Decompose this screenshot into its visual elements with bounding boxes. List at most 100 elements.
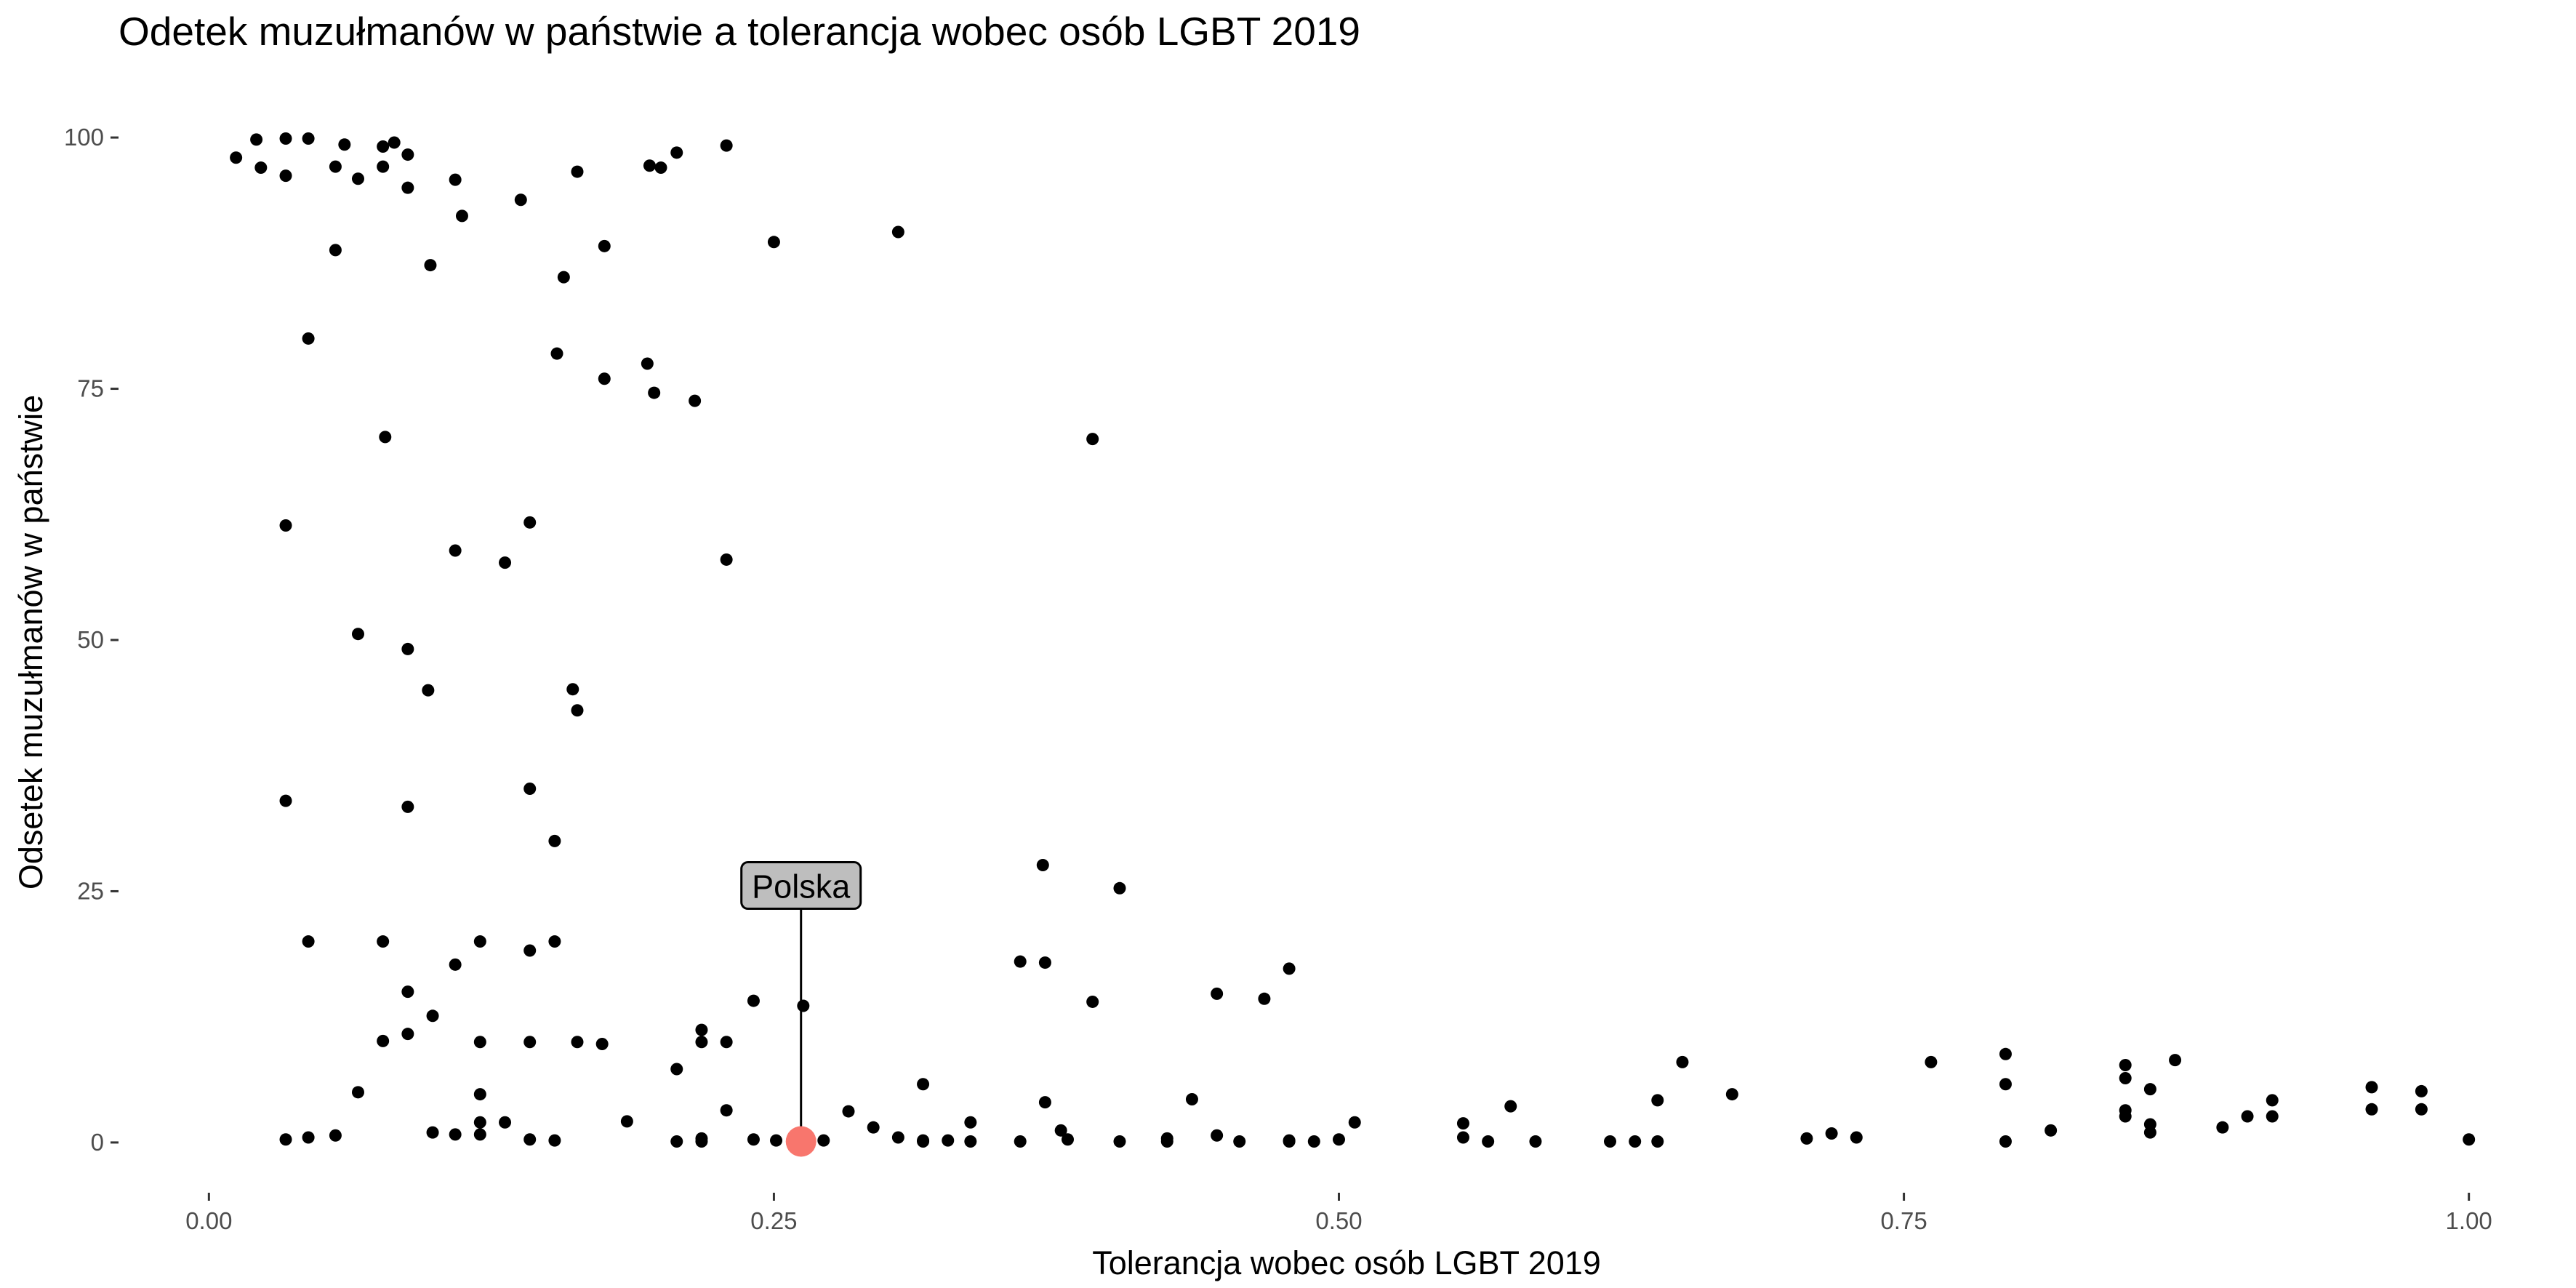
data-point (643, 159, 656, 172)
data-point (571, 704, 584, 717)
data-point (1233, 1135, 1246, 1148)
data-point (351, 628, 364, 641)
data-point (1651, 1135, 1664, 1148)
data-point (720, 139, 733, 152)
data-point (401, 148, 414, 161)
x-tick-label: 0.75 (1880, 1207, 1927, 1234)
data-point (1651, 1094, 1664, 1107)
data-point (548, 935, 561, 948)
data-point (1014, 955, 1027, 968)
data-point (1283, 1134, 1296, 1147)
highlight-point (785, 1126, 816, 1157)
data-point (1258, 992, 1271, 1005)
data-point (473, 1128, 486, 1141)
data-point (388, 136, 401, 149)
data-point (1160, 1132, 1173, 1145)
y-axis: 0 25 50 75 100 (64, 124, 119, 1156)
data-point (2365, 1103, 2378, 1116)
data-point (1504, 1100, 1517, 1113)
data-point (279, 519, 292, 532)
data-point (279, 132, 292, 145)
data-point (1038, 956, 1051, 969)
data-point (2045, 1124, 2058, 1137)
x-tick-label: 0.50 (1315, 1207, 1362, 1234)
data-point (720, 1104, 733, 1117)
data-point (747, 1133, 760, 1146)
data-point (1348, 1116, 1361, 1129)
data-point (720, 1036, 733, 1049)
data-point (473, 935, 486, 948)
data-point (1529, 1135, 1542, 1148)
data-point (670, 1063, 683, 1076)
data-point (1629, 1135, 1642, 1148)
data-point (548, 834, 561, 847)
data-point (2119, 1071, 2132, 1084)
data-point (670, 1135, 683, 1148)
data-point (548, 1134, 561, 1147)
data-point (2119, 1059, 2132, 1072)
data-point (1211, 987, 1224, 1000)
data-point (1113, 881, 1126, 895)
data-point (1014, 1135, 1027, 1148)
data-point (1038, 1096, 1051, 1109)
x-axis-title: Tolerancja wobec osób LGBT 2019 (1092, 1244, 1601, 1281)
data-point (338, 138, 351, 151)
data-point (571, 165, 584, 178)
data-point (964, 1135, 977, 1148)
data-point (1604, 1135, 1616, 1148)
data-point (620, 1115, 633, 1128)
data-point (499, 556, 512, 569)
data-point (747, 994, 760, 1007)
data-point (1825, 1127, 1838, 1140)
data-point (279, 169, 292, 183)
data-point (767, 236, 780, 249)
data-point (2365, 1081, 2378, 1094)
data-point (654, 161, 667, 175)
data-point (1800, 1132, 1813, 1145)
data-point (1676, 1055, 1689, 1068)
data-point (670, 146, 683, 159)
data-point (329, 244, 342, 257)
data-point (964, 1116, 977, 1129)
data-point (279, 1133, 292, 1146)
data-point (254, 161, 268, 175)
data-point (377, 160, 390, 173)
data-point (1999, 1047, 2012, 1060)
data-point (695, 1036, 708, 1049)
data-point (424, 259, 437, 272)
data-point (566, 683, 579, 696)
data-point (917, 1078, 930, 1091)
data-point (514, 193, 527, 207)
data-point (523, 944, 537, 957)
data-point (1725, 1088, 1738, 1101)
data-point (550, 347, 563, 360)
data-point (2143, 1126, 2156, 1139)
data-point (1113, 1135, 1126, 1148)
data-point (449, 958, 462, 971)
data-point (449, 1128, 462, 1141)
data-point (302, 332, 315, 345)
data-point (2415, 1103, 2428, 1116)
data-point (401, 985, 414, 999)
x-tick-label: 0.25 (750, 1207, 797, 1234)
data-point (1062, 1133, 1074, 1146)
data-point (720, 553, 733, 566)
data-point (1999, 1135, 2012, 1148)
highlight-annotation: Polska (740, 861, 862, 1157)
data-point (942, 1134, 955, 1147)
data-point (797, 999, 810, 1012)
data-point (2119, 1110, 2132, 1123)
highlight-label-box (740, 861, 862, 911)
data-point (598, 372, 611, 385)
data-point (377, 1034, 390, 1047)
data-point (377, 935, 390, 948)
data-point (2143, 1083, 2156, 1096)
data-point (499, 1116, 512, 1129)
data-point (1211, 1129, 1224, 1142)
data-point (867, 1121, 880, 1134)
data-point (1333, 1133, 1345, 1146)
data-point (302, 132, 315, 145)
data-point (523, 1133, 537, 1146)
data-point (1456, 1131, 1469, 1144)
data-point (230, 151, 243, 164)
